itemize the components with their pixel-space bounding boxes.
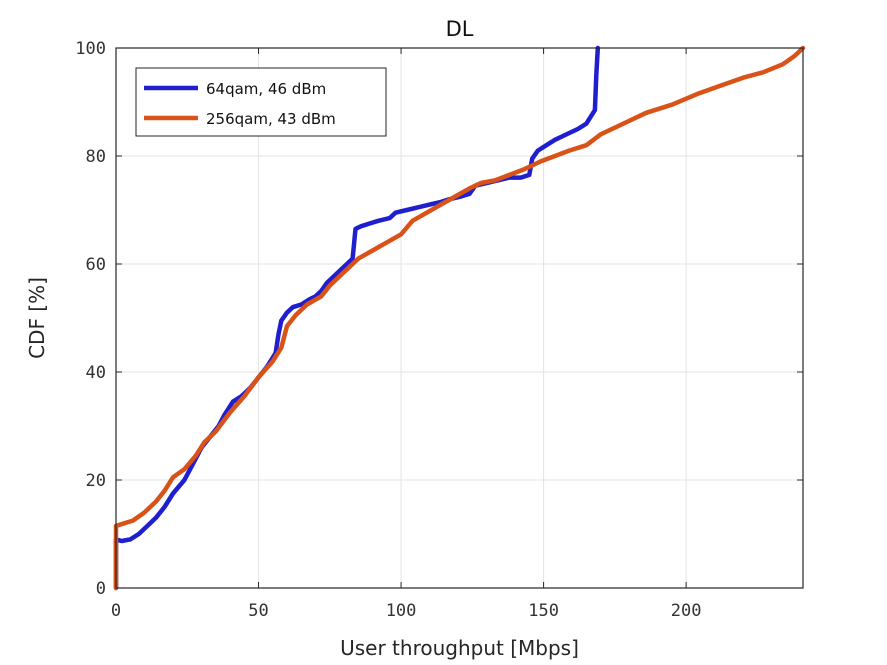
- y-tick-label: 40: [86, 363, 106, 383]
- x-tick-label: 200: [671, 601, 702, 621]
- series-line-0: [113, 45, 601, 591]
- y-tick-label: 100: [75, 39, 106, 59]
- x-tick-label: 0: [111, 601, 121, 621]
- x-tick-label: 150: [528, 601, 559, 621]
- chart-title: DL: [446, 17, 474, 41]
- y-tick-label: 20: [86, 471, 106, 491]
- series-lines: [113, 45, 806, 591]
- axis-ticks: 0 50 100 150 200 0 20 40 60 80 100: [75, 39, 803, 621]
- legend-box: [135, 67, 387, 137]
- x-tick-label: 50: [248, 601, 268, 621]
- x-tick-label: 100: [386, 601, 417, 621]
- legend-label: 256qam, 43 dBm: [206, 110, 336, 128]
- y-tick-label: 80: [86, 147, 106, 167]
- plot-frame: [115, 47, 804, 589]
- legend: 64qam, 46 dBm 256qam, 43 dBm: [135, 67, 387, 137]
- legend-label: 64qam, 46 dBm: [206, 80, 326, 98]
- y-axis-label: CDF [%]: [25, 277, 49, 359]
- y-tick-label: 60: [86, 255, 106, 275]
- series-line-1: [113, 45, 806, 591]
- y-tick-label: 0: [96, 579, 106, 599]
- x-axis-label: User throughput [Mbps]: [340, 636, 579, 660]
